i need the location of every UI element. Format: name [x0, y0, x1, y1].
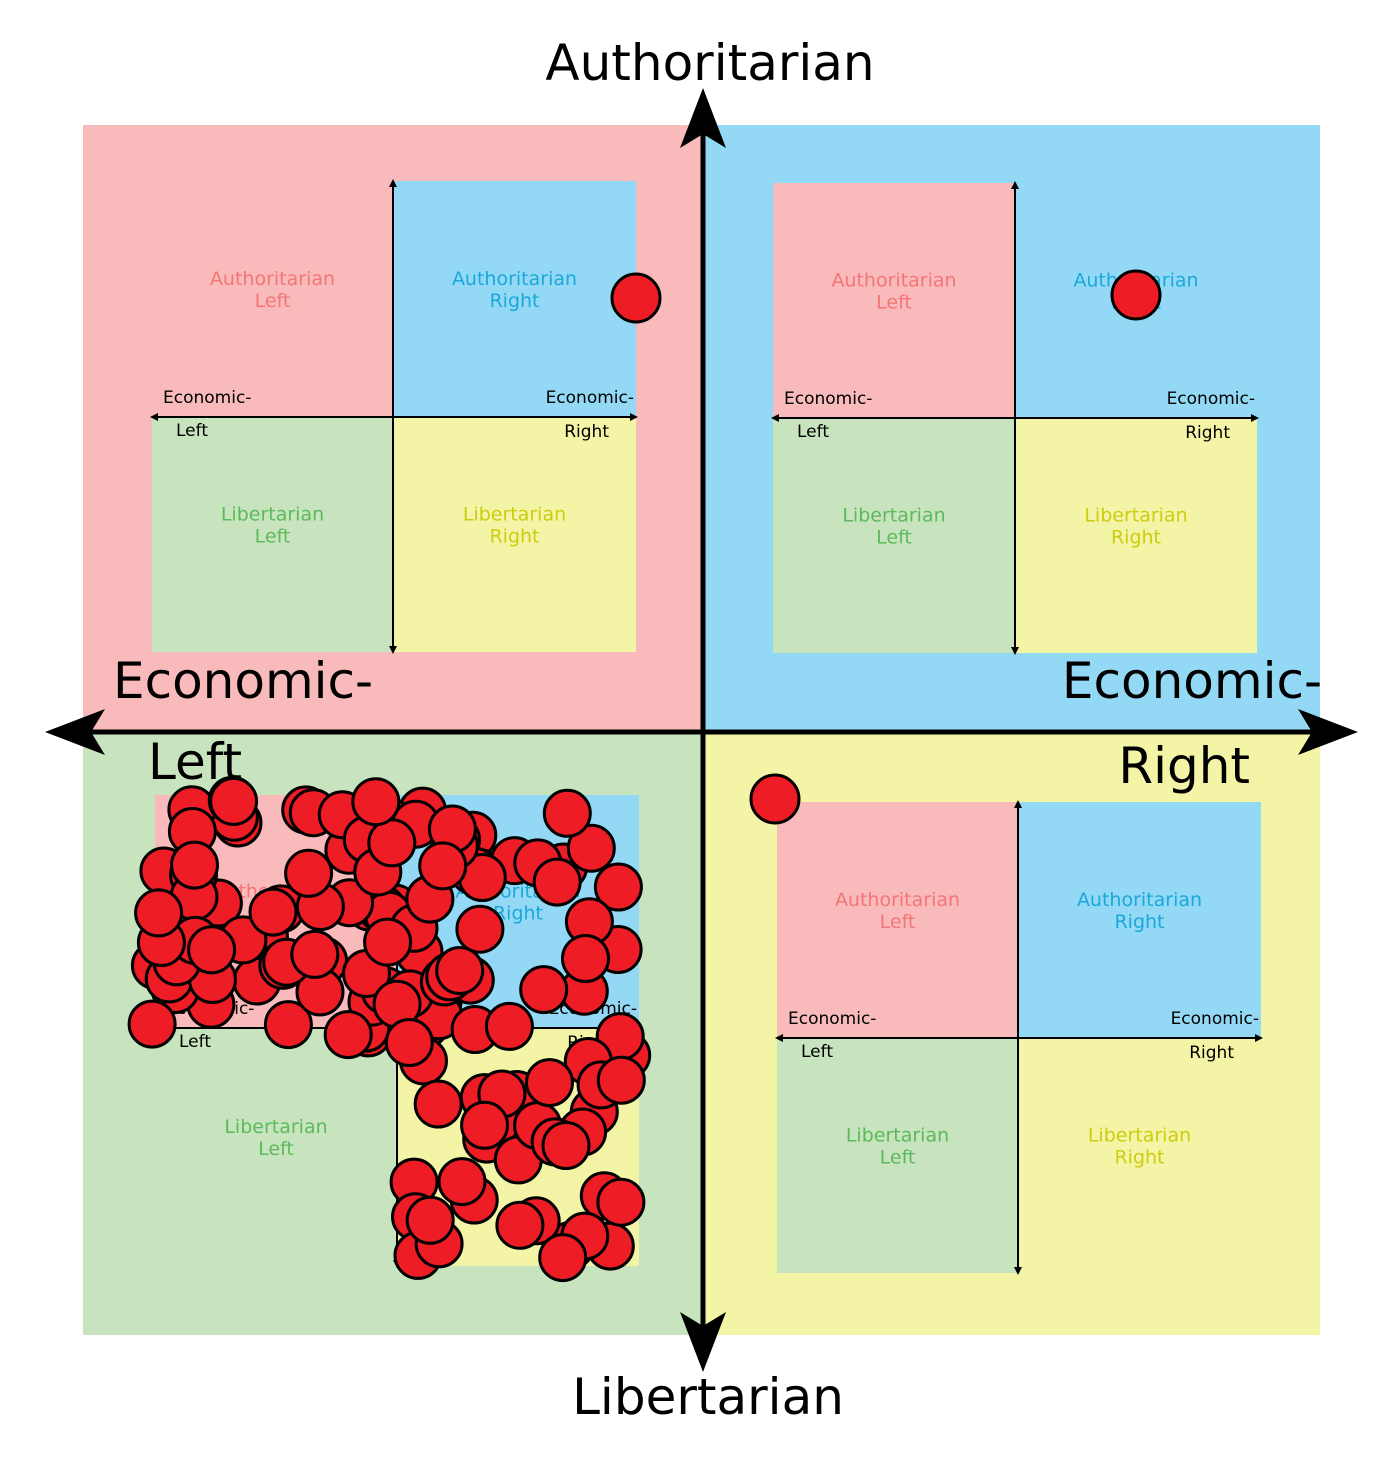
mini-label-econ-left-1: Economic-	[163, 388, 251, 408]
mini-quadrant-lib-left	[777, 1038, 1018, 1273]
dot-cluster	[187, 925, 237, 975]
dots-layer	[127, 269, 1162, 1283]
dot-cluster	[367, 818, 417, 868]
dot-cluster	[384, 1018, 434, 1067]
dot-cluster	[519, 965, 569, 1015]
arrow-left-icon	[45, 709, 105, 755]
mini-label-econ-right-2: Right	[1189, 1043, 1234, 1063]
axis-label-right-line1: Economic-	[1062, 652, 1322, 710]
dot-cluster	[248, 887, 298, 937]
dot-cluster	[405, 1195, 455, 1245]
dot-auth-right-panel	[1110, 269, 1162, 321]
dot-cluster	[437, 1157, 487, 1207]
mini-label-econ-left-2: Left	[176, 421, 208, 441]
dot-cluster	[263, 1000, 313, 1050]
dot-cluster	[351, 777, 401, 827]
dot-cluster	[596, 1055, 646, 1105]
mini-compass-auth-right: AuthoritarianLeftAuthoritarianRightLiber…	[771, 181, 1259, 655]
mini-quadrant-auth-left	[152, 181, 393, 417]
dot-cluster	[290, 929, 340, 979]
mini-compass-auth-left: Authoritarian Left Authoritarian Right Liber…	[150, 179, 638, 654]
dot-cluster	[593, 862, 643, 912]
mini-quadrant-lib-right	[1015, 418, 1257, 653]
dot-cluster	[134, 888, 184, 938]
dot-cluster	[541, 1121, 591, 1170]
mini-label-econ-left-2: Left	[801, 1042, 833, 1062]
dot-cluster	[460, 1100, 510, 1150]
dot-lib-right-panel	[749, 773, 801, 825]
mini-quadrant-auth-left	[777, 802, 1018, 1038]
dot-cluster	[170, 840, 219, 890]
dot-cluster	[323, 1010, 373, 1060]
mini-quadrant-lib-left	[155, 1028, 397, 1266]
mini-quadrant-lib-right	[393, 417, 636, 652]
mini-label-lib-left: Libertarian Left	[846, 1125, 949, 1169]
arrow-down-icon	[680, 1312, 726, 1372]
dot-cluster	[418, 841, 468, 891]
dot-cluster	[455, 904, 505, 954]
dot-cluster	[525, 1058, 574, 1108]
mini-label-lib-left: Libertarian Left	[842, 505, 945, 549]
mini-label-econ-left-2: Left	[179, 1032, 211, 1052]
mini-label-econ-right-2: Right	[1185, 423, 1230, 443]
mini-quadrant-lib-left	[152, 417, 393, 652]
dot-cluster	[209, 776, 259, 826]
mini-label-econ-left-2: Left	[797, 422, 829, 442]
dot-cluster	[561, 934, 610, 983]
mini-quadrant-lib-right	[1018, 1038, 1261, 1273]
dot-cluster	[127, 999, 177, 1049]
mini-label-econ-left-1: Economic-	[784, 389, 872, 409]
mini-label-econ-right-1: Economic-	[1167, 389, 1255, 409]
dot-cluster	[284, 848, 334, 898]
dot-cluster	[542, 788, 592, 838]
dot-cluster	[532, 857, 582, 907]
dot-cluster	[596, 1177, 646, 1227]
mini-quadrant-auth-right	[393, 181, 636, 417]
arrow-right-icon	[1298, 709, 1358, 755]
axis-label-bottom: Libertarian	[572, 1368, 844, 1426]
mini-compass-lib-right: Authoritarian Left Authoritarian Right Liber…	[775, 800, 1263, 1275]
mini-quadrant-lib-left	[773, 418, 1015, 653]
main-axes	[45, 88, 1358, 1372]
dot-cluster	[538, 1233, 588, 1283]
dot-cluster	[566, 823, 616, 873]
mini-label-econ-left-1: Economic-	[788, 1009, 876, 1029]
mini-label-econ-right-1: Economic-	[546, 388, 634, 408]
dot-cluster	[484, 1001, 534, 1051]
dot-cluster	[413, 1079, 463, 1129]
axis-label-top: Authoritarian	[545, 34, 874, 92]
dot-cluster	[363, 917, 413, 967]
dot-auth-left-panel	[610, 272, 662, 324]
dot-cluster	[495, 1200, 545, 1250]
mini-label-econ-right-2: Right	[564, 422, 609, 442]
mini-quadrant-auth-left	[773, 183, 1015, 418]
mini-quadrant-auth-right	[1018, 802, 1261, 1038]
axis-label-right-line2: Right	[1118, 737, 1250, 795]
mini-label-lib-left: Libertarian Left	[221, 504, 324, 548]
mini-label-econ-right-1: Economic-	[1171, 1009, 1259, 1029]
dot-cluster	[435, 946, 485, 995]
mini-label-lib-left: Libertarian Left	[224, 1116, 327, 1160]
arrow-up-icon	[680, 88, 726, 148]
axis-label-left-line1: Economic-	[113, 652, 373, 710]
